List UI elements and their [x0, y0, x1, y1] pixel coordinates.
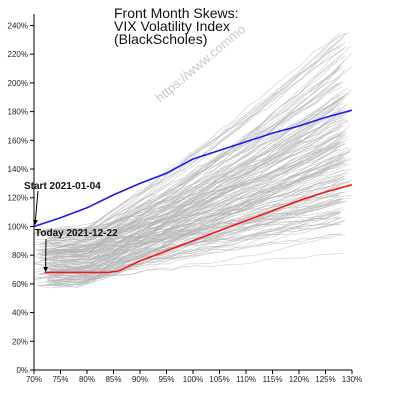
y-tick-label: 160% [8, 136, 28, 145]
historical-skew-line [44, 32, 350, 231]
chart-title: Front Month Skews:VIX Volatility Index(B… [114, 5, 239, 47]
historical-skew-line [49, 121, 342, 270]
y-tick-label: 0% [16, 366, 28, 375]
historical-skew-line [49, 148, 341, 284]
y-tick-label: 200% [8, 79, 28, 88]
historical-skew-line [44, 163, 350, 253]
historical-skew-line [42, 104, 348, 275]
y-tick-label: 120% [8, 194, 28, 203]
historical-skew-line [54, 69, 346, 284]
historical-skew-line [49, 233, 341, 272]
y-tick-label: 80% [12, 251, 28, 260]
historical-skew-line [49, 141, 342, 247]
historical-skew-line [50, 65, 342, 245]
historical-skew-line [53, 234, 346, 282]
y-tick-label: 40% [12, 309, 28, 318]
x-tick-label: 85% [105, 375, 121, 384]
historical-skew-line [53, 143, 346, 255]
title-line: VIX Volatility Index [114, 18, 230, 34]
y-tick-label: 180% [8, 108, 28, 117]
x-tick-label: 110% [236, 375, 256, 384]
annotations: Start 2021-01-04 Today 2021-12-22 [24, 181, 118, 272]
historical-skew-line [46, 168, 352, 242]
historical-skew-line [48, 180, 340, 267]
start-series-line [33, 109, 353, 228]
historical-skew-line [34, 102, 340, 265]
historical-skew-line [53, 47, 345, 273]
x-tick-label: 125% [315, 375, 335, 384]
historical-skew-line [38, 82, 344, 232]
historical-skew-line [47, 217, 340, 283]
historical-skew-line [36, 177, 342, 258]
historical-skew-line [46, 66, 352, 243]
x-tick-label: 95% [158, 375, 174, 384]
historical-skew-line [36, 86, 342, 233]
historical-skew-line [49, 198, 342, 269]
y-tick-label: 100% [8, 222, 28, 231]
historical-skew-line [46, 53, 352, 287]
x-tick-label: 115% [263, 375, 283, 384]
x-tick-label: 80% [79, 375, 95, 384]
y-tick-label: 140% [8, 165, 28, 174]
today-series-label: Today 2021-12-22 [35, 228, 118, 239]
x-tick-label: 105% [209, 375, 229, 384]
x-tick-label: 130% [342, 375, 362, 384]
x-tick-label: 100% [183, 375, 203, 384]
x-tick-label: 90% [132, 375, 148, 384]
x-tick-label: 70% [26, 375, 42, 384]
y-tick-label: 240% [8, 21, 28, 30]
historical-skew-line [46, 194, 352, 258]
historical-skew-line [41, 108, 347, 237]
x-tick-label: 120% [289, 375, 309, 384]
historical-skew-line [39, 176, 345, 275]
y-tick-label: 20% [12, 337, 28, 346]
historical-skew-line [35, 32, 341, 235]
highlighted-series [33, 109, 353, 274]
historical-skew-line [41, 159, 346, 256]
historical-skew-line [51, 134, 344, 238]
start-series-label: Start 2021-01-04 [24, 181, 101, 192]
historical-skew-line [40, 55, 346, 260]
axes: 0% 20% 40% 60% 80% 100% 120% 140% 160% 180% 200% 22… [8, 14, 362, 384]
historical-skew-line [43, 135, 349, 254]
historical-skew-line [54, 191, 346, 286]
title-line: Front Month Skews: [114, 5, 239, 21]
historical-skew-line [53, 200, 346, 273]
historical-skew-line [45, 46, 351, 258]
y-tick-label: 60% [12, 280, 28, 289]
historical-skew-line [49, 43, 342, 235]
historical-skew-line [53, 175, 346, 237]
today-series-line [44, 184, 353, 274]
historical-skew-line [41, 46, 347, 232]
historical-skew-line [37, 112, 343, 288]
start-arrow [32, 190, 39, 225]
historical-skew-line [34, 223, 340, 281]
title-line: (BlackScholes) [114, 31, 207, 47]
x-tick-label: 75% [52, 375, 68, 384]
historical-skew-line [43, 172, 349, 253]
historical-skew-line [35, 149, 341, 234]
historical-skew-line [52, 60, 345, 251]
historical-skew-line [46, 149, 352, 280]
historical-skew-line [40, 164, 346, 257]
historical-skew-line [44, 197, 350, 254]
y-tick-label: 220% [8, 50, 28, 59]
historical-skew-line [54, 159, 347, 263]
historical-skew-line [44, 151, 350, 282]
